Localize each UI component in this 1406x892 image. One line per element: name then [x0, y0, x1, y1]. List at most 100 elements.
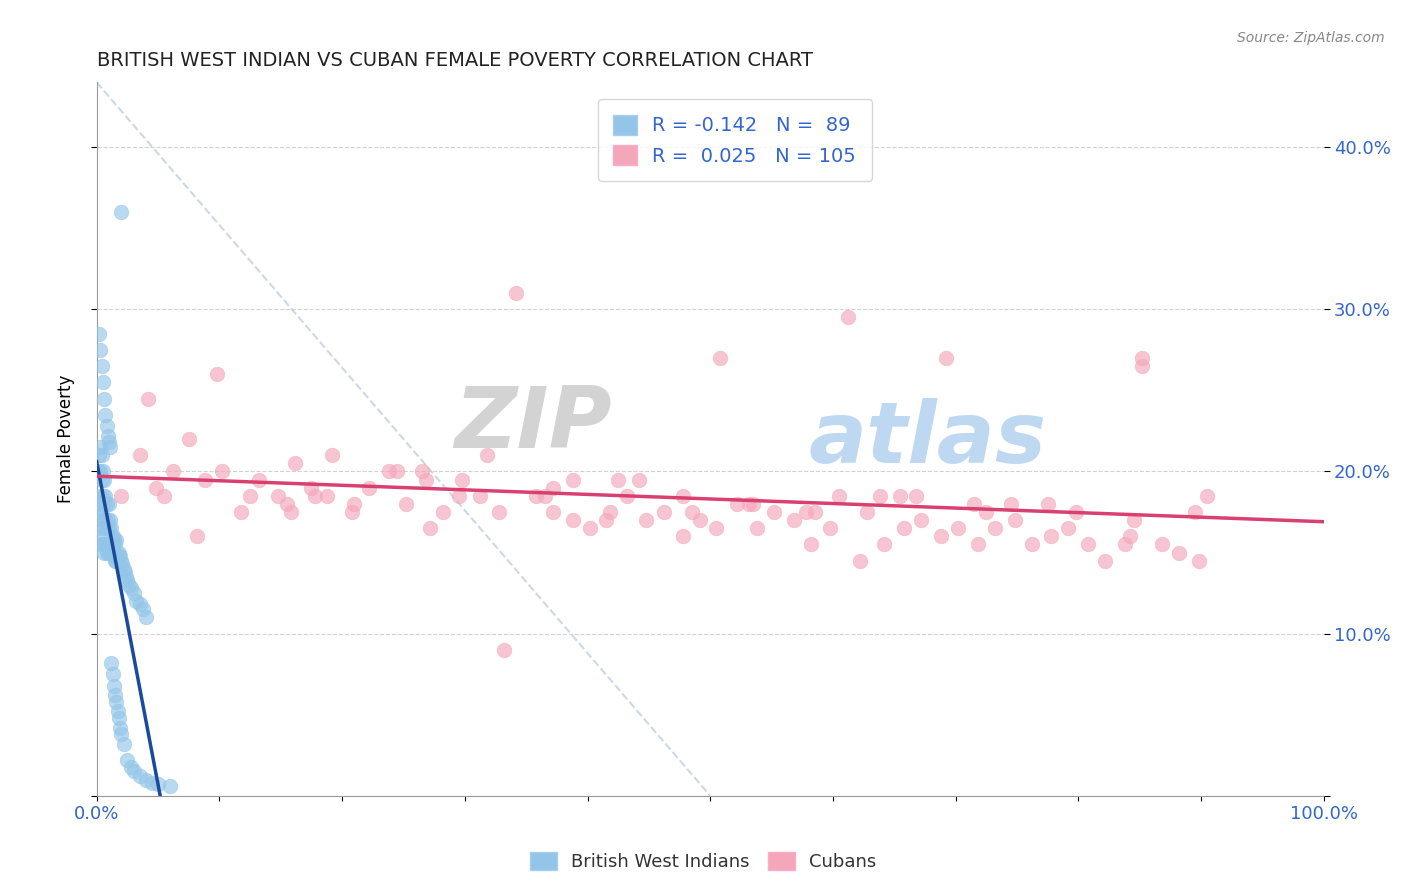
Point — [304, 489, 326, 503]
Point — [280, 505, 302, 519]
Point — [963, 497, 986, 511]
Point — [91, 376, 114, 390]
Point — [104, 554, 127, 568]
Point — [742, 497, 765, 511]
Point — [103, 533, 125, 547]
Point — [1021, 537, 1043, 551]
Point — [136, 392, 159, 406]
Point — [1004, 513, 1026, 527]
Point — [93, 545, 115, 559]
Point — [1184, 505, 1206, 519]
Point — [100, 521, 122, 535]
Point — [1167, 545, 1189, 559]
Point — [488, 505, 510, 519]
Point — [103, 679, 125, 693]
Point — [276, 497, 298, 511]
Point — [1122, 513, 1144, 527]
Point — [110, 554, 132, 568]
Point — [672, 529, 695, 543]
Text: atlas: atlas — [808, 398, 1046, 481]
Text: ZIP: ZIP — [454, 384, 612, 467]
Point — [96, 521, 118, 535]
Point — [128, 769, 150, 783]
Point — [505, 286, 527, 301]
Point — [105, 554, 128, 568]
Point — [359, 481, 381, 495]
Point — [146, 777, 169, 791]
Point — [689, 513, 711, 527]
Point — [447, 489, 470, 503]
Point — [984, 521, 1007, 535]
Point — [837, 310, 859, 325]
Point — [89, 465, 111, 479]
Point — [91, 465, 114, 479]
Point — [93, 497, 115, 511]
Point — [159, 779, 181, 793]
Point — [128, 448, 150, 462]
Point — [231, 505, 253, 519]
Point — [1000, 497, 1022, 511]
Point — [1150, 537, 1173, 551]
Point — [162, 465, 184, 479]
Point — [849, 554, 872, 568]
Point — [628, 473, 651, 487]
Point — [561, 473, 583, 487]
Point — [117, 573, 139, 587]
Point — [1040, 529, 1063, 543]
Point — [803, 505, 825, 519]
Point — [1064, 505, 1087, 519]
Point — [395, 497, 418, 511]
Point — [1119, 529, 1142, 543]
Point — [87, 505, 110, 519]
Point — [97, 429, 120, 443]
Point — [820, 521, 842, 535]
Point — [725, 497, 748, 511]
Point — [87, 465, 110, 479]
Point — [494, 643, 516, 657]
Point — [893, 521, 915, 535]
Point — [98, 521, 121, 535]
Point — [1130, 351, 1153, 365]
Point — [935, 351, 957, 365]
Point — [321, 448, 343, 462]
Point — [114, 565, 136, 579]
Point — [98, 497, 121, 511]
Point — [828, 489, 851, 503]
Point — [101, 529, 124, 543]
Text: Source: ZipAtlas.com: Source: ZipAtlas.com — [1237, 31, 1385, 45]
Point — [905, 489, 928, 503]
Point — [98, 440, 121, 454]
Point — [117, 578, 139, 592]
Point — [704, 521, 727, 535]
Point — [110, 489, 132, 503]
Point — [419, 521, 441, 535]
Point — [763, 505, 786, 519]
Point — [636, 513, 658, 527]
Point — [89, 489, 111, 503]
Point — [91, 537, 114, 551]
Point — [468, 489, 491, 503]
Point — [316, 489, 339, 503]
Point — [186, 529, 208, 543]
Point — [125, 594, 148, 608]
Point — [343, 497, 366, 511]
Point — [89, 521, 111, 535]
Point — [782, 513, 804, 527]
Point — [103, 549, 125, 563]
Point — [652, 505, 675, 519]
Point — [301, 481, 323, 495]
Point — [105, 695, 128, 709]
Y-axis label: Female Poverty: Female Poverty — [58, 375, 75, 503]
Point — [101, 545, 124, 559]
Point — [745, 521, 768, 535]
Point — [93, 521, 115, 535]
Point — [889, 489, 911, 503]
Point — [451, 473, 474, 487]
Point — [1130, 359, 1153, 373]
Point — [93, 392, 115, 406]
Point — [89, 326, 111, 341]
Point — [96, 545, 118, 559]
Point — [107, 711, 129, 725]
Point — [340, 505, 363, 519]
Point — [97, 537, 120, 551]
